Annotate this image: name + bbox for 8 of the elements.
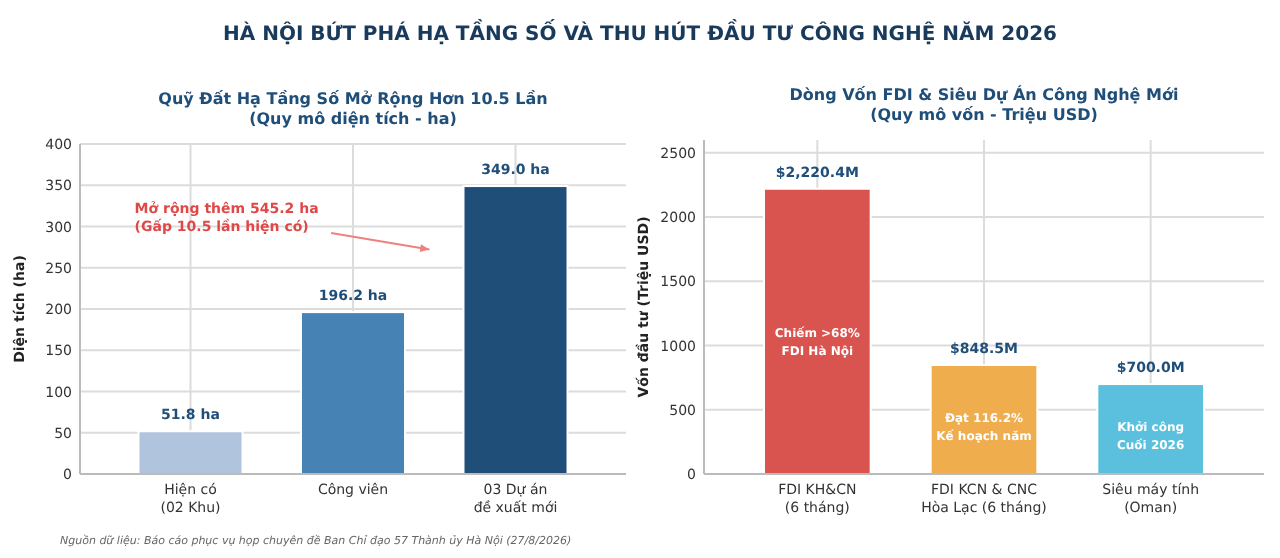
bar (462, 185, 569, 475)
bar (1096, 383, 1205, 475)
chart-title: HÀ NỘI BỨT PHÁ HẠ TẦNG SỐ VÀ THU HÚT ĐẦU TƯ CÔNG NGHỆ NĂM 2026 (222, 18, 1058, 46)
chart-subtitle: Dòng Vốn FDI & Siêu Dự Án Công Nghệ Mới (Quy mô vốn - Triệu USD) (789, 84, 1179, 124)
bar (763, 187, 872, 475)
bar (300, 311, 406, 475)
chart-subtitle: Quỹ Đất Hạ Tầng Số Mở Rộng Hơn 10.5 Lần (Quy mô diện tích - ha) (158, 90, 549, 128)
bar (137, 430, 244, 475)
